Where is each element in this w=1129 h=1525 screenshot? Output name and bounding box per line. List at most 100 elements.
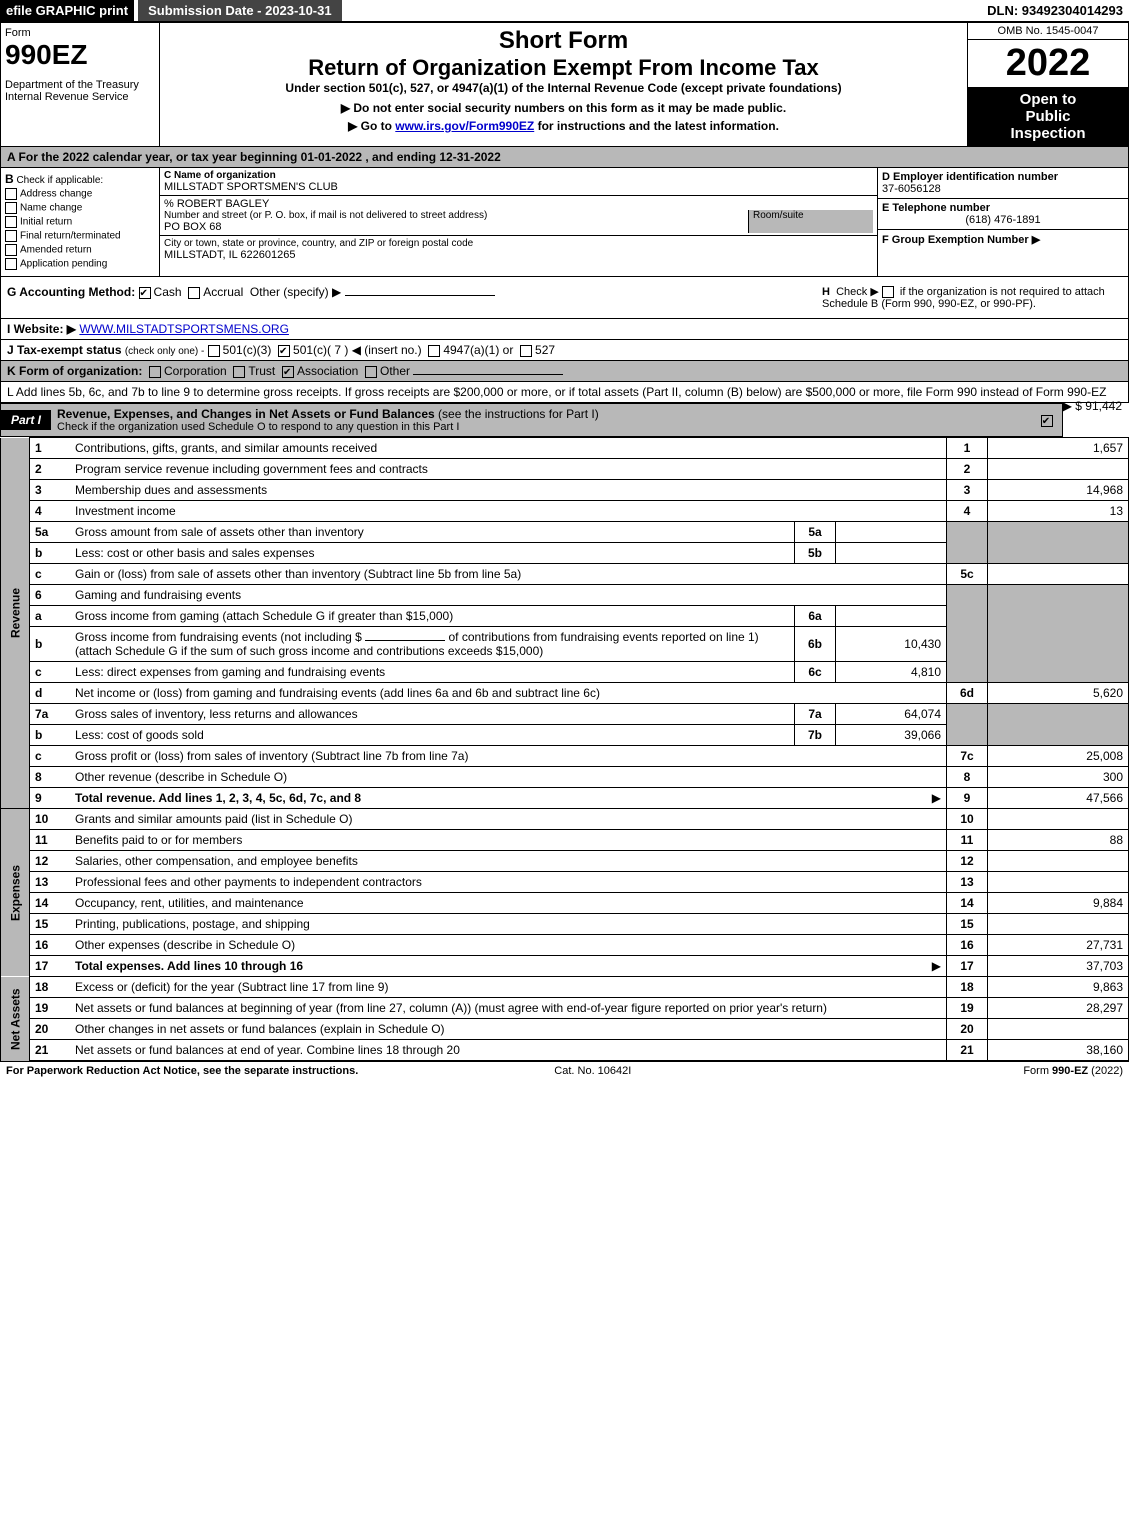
- l20-n: 20: [30, 1019, 71, 1040]
- footer-center: Cat. No. 10642I: [554, 1065, 631, 1077]
- e-block: E Telephone number (618) 476-1891: [878, 199, 1128, 230]
- l5a-sv: [836, 522, 947, 543]
- shade: [947, 522, 988, 543]
- dln-label: DLN: 93492304014293: [981, 0, 1129, 21]
- l4-rn: 4: [947, 501, 988, 522]
- l21-n: 21: [30, 1040, 71, 1061]
- l19-n: 19: [30, 998, 71, 1019]
- chk-cash[interactable]: [139, 287, 151, 299]
- f-label: F Group Exemption Number ▶: [882, 234, 1040, 246]
- chk-501c[interactable]: [278, 345, 290, 357]
- part1-header: Part I Revenue, Expenses, and Changes in…: [0, 403, 1063, 437]
- l6b-blank[interactable]: [365, 640, 445, 641]
- website-link[interactable]: WWW.MILSTADTSPORTSMENS.ORG: [79, 322, 289, 336]
- chk-other-org[interactable]: [365, 366, 377, 378]
- chk-name[interactable]: Name change: [5, 202, 155, 214]
- l1-v: 1,657: [988, 438, 1129, 459]
- open-line3: Inspection: [972, 125, 1124, 142]
- l7b-sv: 39,066: [836, 725, 947, 746]
- l7c-v: 25,008: [988, 746, 1129, 767]
- l5b-sn: 5b: [795, 543, 836, 564]
- l16-v: 27,731: [988, 935, 1129, 956]
- side-netassets: Net Assets: [1, 977, 30, 1061]
- row-a: A For the 2022 calendar year, or tax yea…: [0, 147, 1129, 167]
- part1-checkbox[interactable]: [1041, 413, 1062, 427]
- l6b-sn: 6b: [795, 627, 836, 662]
- l15-rn: 15: [947, 914, 988, 935]
- row-j: J Tax-exempt status (check only one) - 5…: [0, 340, 1129, 361]
- chk-amended[interactable]: Amended return: [5, 244, 155, 256]
- chk-527[interactable]: [520, 345, 532, 357]
- l-amount: ▶ $ 91,442: [1063, 399, 1122, 413]
- l7c-d: Gross profit or (loss) from sales of inv…: [70, 746, 947, 767]
- j-label: J Tax-exempt status: [7, 343, 122, 357]
- l1-n: 1: [30, 438, 71, 459]
- j-sub: (check only one) -: [125, 346, 204, 357]
- l1-d: Contributions, gifts, grants, and simila…: [70, 438, 947, 459]
- chk-initial[interactable]: Initial return: [5, 216, 155, 228]
- phone: (618) 476-1891: [882, 214, 1124, 226]
- chk-accrual[interactable]: [188, 287, 200, 299]
- l10-d: Grants and similar amounts paid (list in…: [70, 809, 947, 830]
- l11-rn: 11: [947, 830, 988, 851]
- chk-corp[interactable]: [149, 366, 161, 378]
- irs-label: Internal Revenue Service: [5, 91, 155, 103]
- l6c-d: Less: direct expenses from gaming and fu…: [70, 662, 795, 683]
- lines-table: Revenue 1 Contributions, gifts, grants, …: [0, 437, 1129, 1061]
- l2-v: [988, 459, 1129, 480]
- other-org-input[interactable]: [413, 374, 563, 375]
- donot-text: ▶ Do not enter social security numbers o…: [164, 101, 963, 115]
- shade: [988, 522, 1129, 543]
- row-i: I Website: ▶ WWW.MILSTADTSPORTSMENS.ORG: [0, 319, 1129, 340]
- l2-n: 2: [30, 459, 71, 480]
- l3-n: 3: [30, 480, 71, 501]
- chk-h[interactable]: [882, 286, 894, 298]
- ein: 37-6056128: [882, 183, 1124, 195]
- chk-trust[interactable]: [233, 366, 245, 378]
- l6b-n: b: [30, 627, 71, 662]
- l11-v: 88: [988, 830, 1129, 851]
- l6a-sv: [836, 606, 947, 627]
- l13-n: 13: [30, 872, 71, 893]
- city-block: City or town, state or province, country…: [160, 236, 877, 263]
- c-label: C Name of organization: [164, 170, 873, 181]
- l14-d: Occupancy, rent, utilities, and maintena…: [70, 893, 947, 914]
- chk-4947[interactable]: [428, 345, 440, 357]
- l17-v: 37,703: [988, 956, 1129, 977]
- chk-pending[interactable]: Application pending: [5, 258, 155, 270]
- chk-final[interactable]: Final return/terminated: [5, 230, 155, 242]
- l15-v: [988, 914, 1129, 935]
- l7c-rn: 7c: [947, 746, 988, 767]
- goto-link[interactable]: www.irs.gov/Form990EZ: [395, 119, 534, 133]
- chk-501c3[interactable]: [208, 345, 220, 357]
- chk-address[interactable]: Address change: [5, 188, 155, 200]
- l18-d: Excess or (deficit) for the year (Subtra…: [70, 977, 947, 998]
- open-line2: Public: [972, 108, 1124, 125]
- l14-n: 14: [30, 893, 71, 914]
- l17-rn: 17: [947, 956, 988, 977]
- l6a-d: Gross income from gaming (attach Schedul…: [70, 606, 795, 627]
- l7c-n: c: [30, 746, 71, 767]
- l16-rn: 16: [947, 935, 988, 956]
- submission-date: Submission Date - 2023-10-31: [138, 0, 342, 21]
- street-block: % ROBERT BAGLEY Number and street (or P.…: [160, 196, 877, 236]
- other-input[interactable]: [345, 295, 495, 296]
- header-left: Form 990EZ Department of the Treasury In…: [1, 23, 160, 146]
- l19-d: Net assets or fund balances at beginning…: [70, 998, 947, 1019]
- dept-label: Department of the Treasury: [5, 79, 155, 91]
- l12-rn: 12: [947, 851, 988, 872]
- l5b-sv: [836, 543, 947, 564]
- omb-number: OMB No. 1545-0047: [968, 23, 1128, 40]
- l21-d: Net assets or fund balances at end of ye…: [70, 1040, 947, 1061]
- e-label: E Telephone number: [882, 202, 1124, 214]
- l5b-d: Less: cost or other basis and sales expe…: [70, 543, 795, 564]
- l3-d: Membership dues and assessments: [70, 480, 947, 501]
- l4-n: 4: [30, 501, 71, 522]
- l5b-n: b: [30, 543, 71, 564]
- h-label: H: [822, 286, 830, 298]
- return-title: Return of Organization Exempt From Incom…: [164, 55, 963, 81]
- l15-d: Printing, publications, postage, and shi…: [70, 914, 947, 935]
- chk-assoc[interactable]: [282, 366, 294, 378]
- topbar: efile GRAPHIC print Submission Date - 20…: [0, 0, 1129, 22]
- l6a-sn: 6a: [795, 606, 836, 627]
